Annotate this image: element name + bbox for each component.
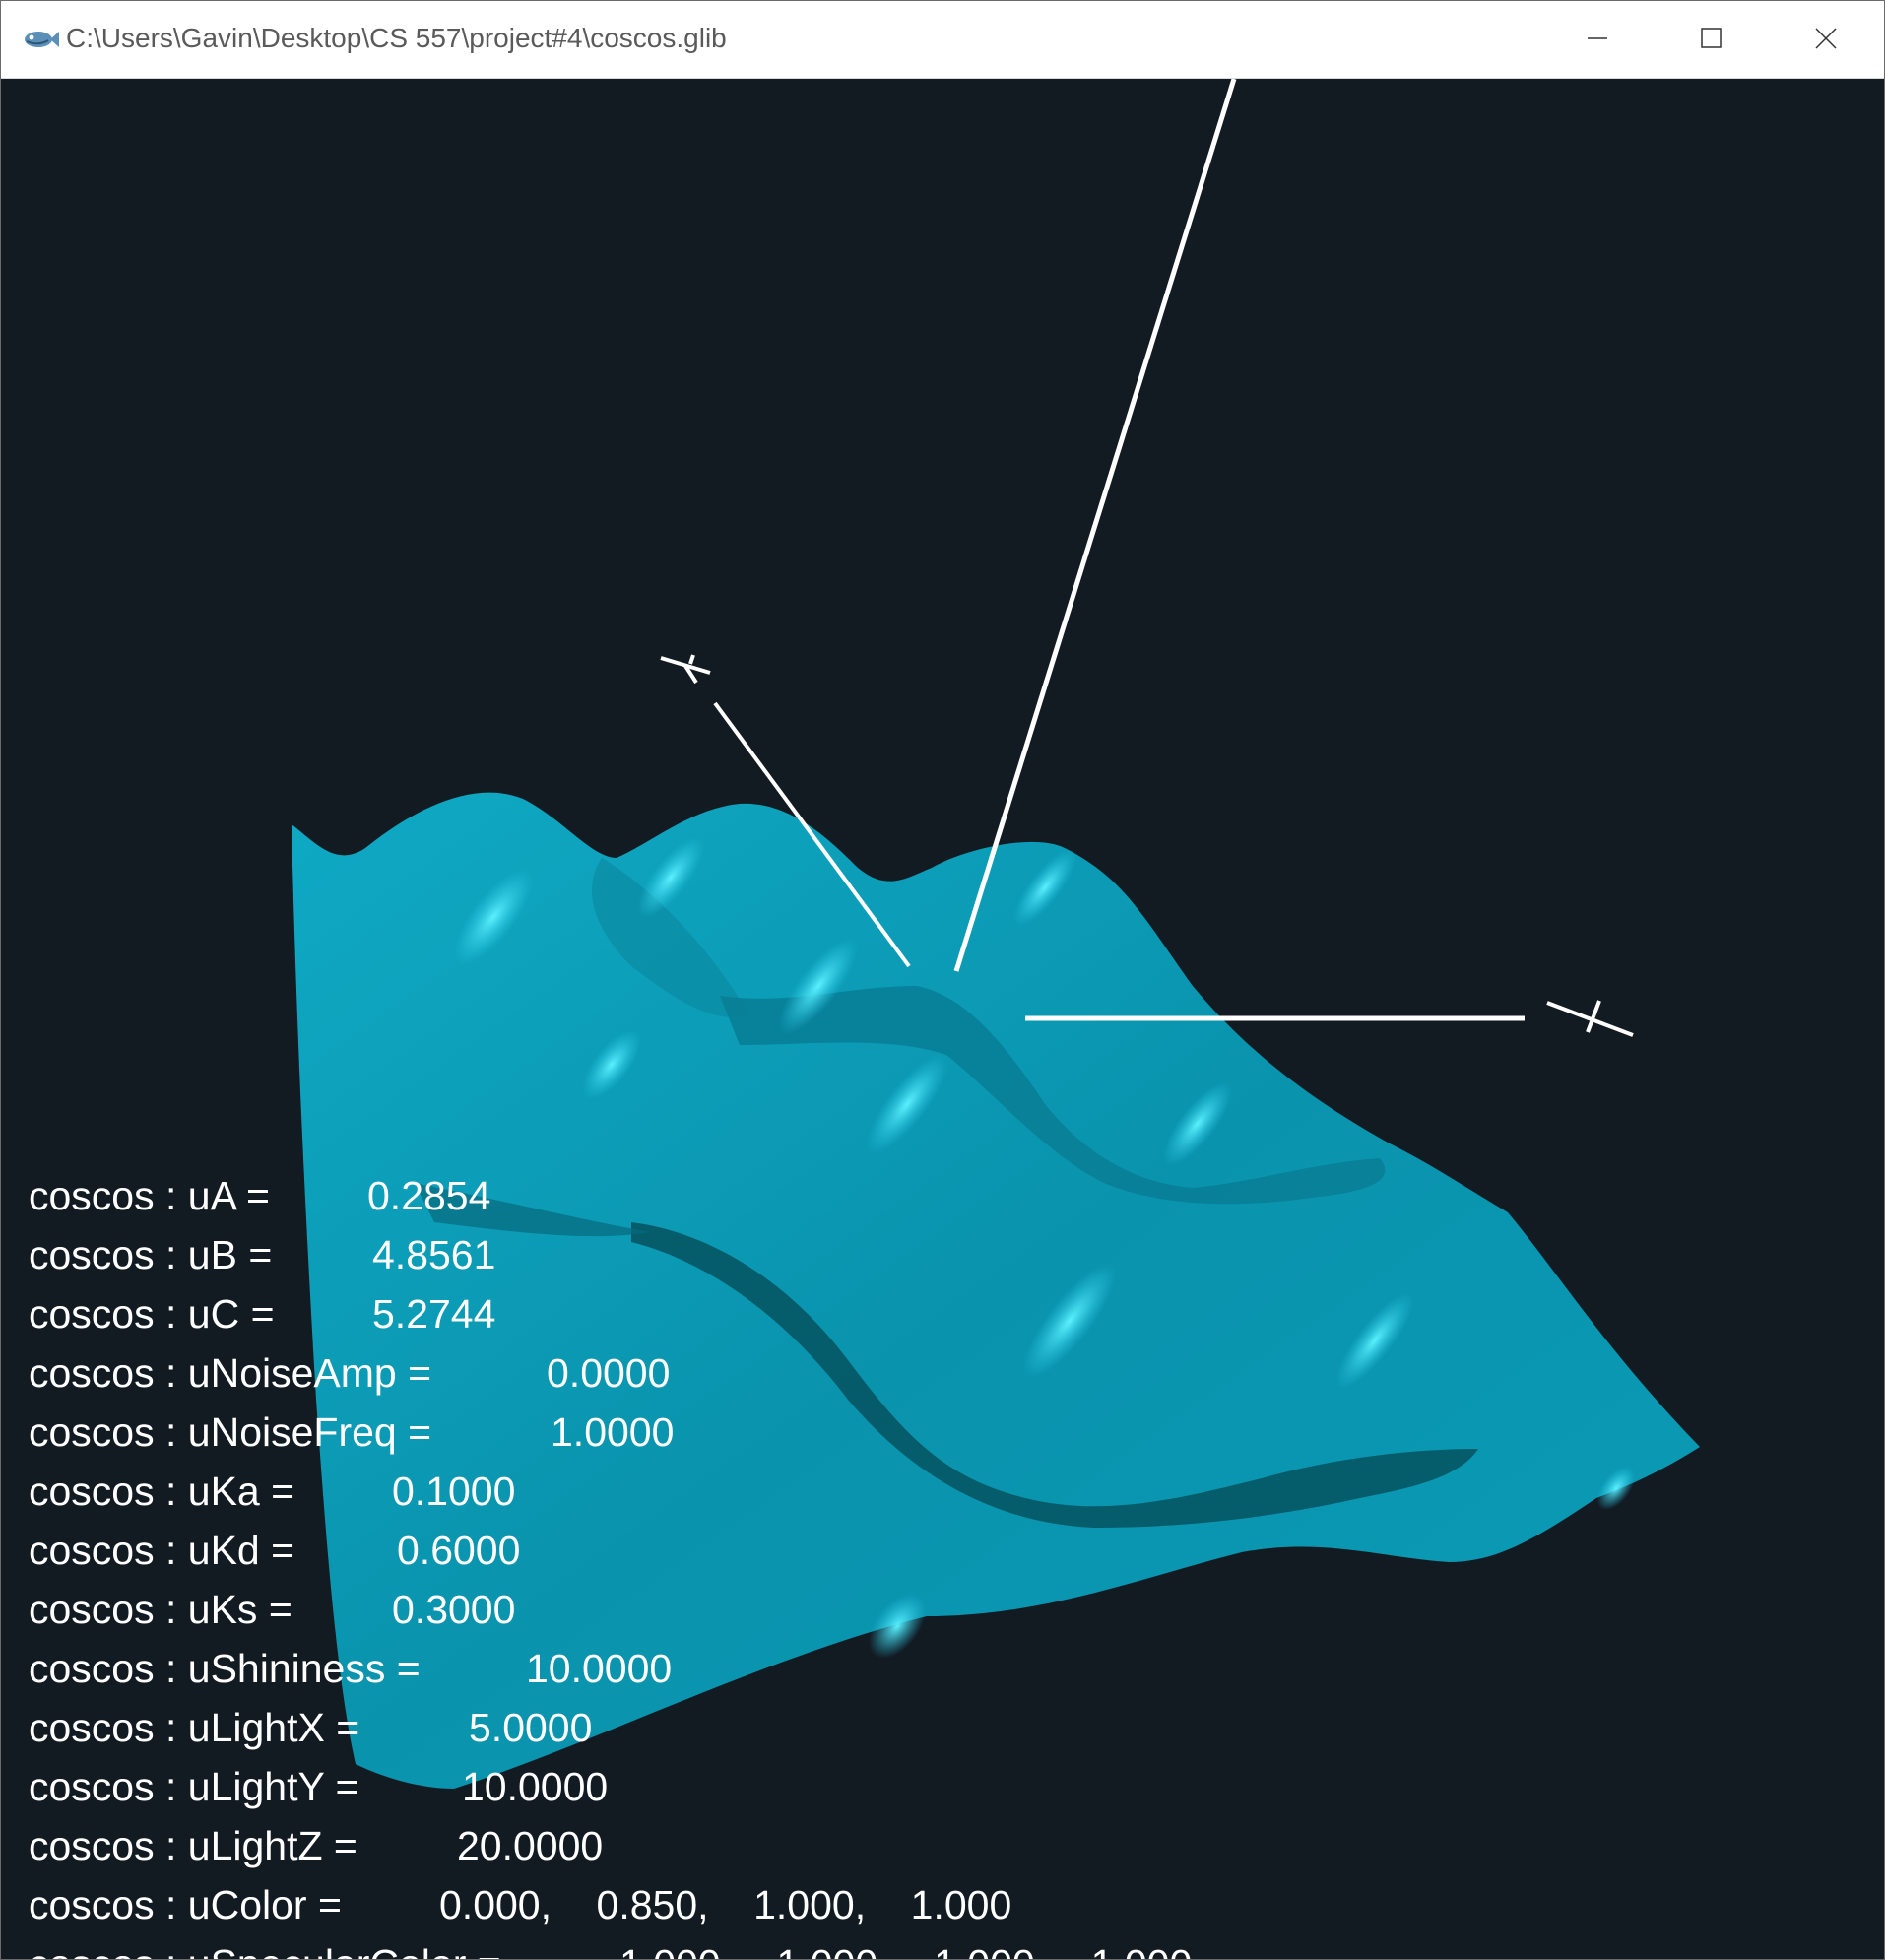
uniform-value: 10.0000: [462, 1764, 609, 1809]
uniform-label: coscos : uA =: [29, 1173, 270, 1218]
uniform-label: coscos : uC =: [29, 1291, 275, 1337]
uniform-value: 0.6000: [397, 1528, 521, 1573]
uniform-value: 1.0000: [551, 1409, 675, 1455]
z-axis: [953, 79, 1237, 972]
uniform-value: 0.1000: [392, 1469, 516, 1514]
render-viewport[interactable]: coscos : uA = 0.2854 coscos : uB = 4.8561 co…: [1, 79, 1884, 1959]
valley-dark: [631, 1222, 1478, 1528]
render-scene: [292, 79, 1700, 1789]
uniform-value: 10.0000: [526, 1646, 673, 1691]
y-axis: [713, 701, 911, 968]
maximize-button[interactable]: [1655, 1, 1769, 78]
coscos-surface: [292, 792, 1700, 1789]
x-axis-label: [1546, 1000, 1634, 1037]
minimize-button[interactable]: [1540, 1, 1655, 78]
uniform-value: 0.2854: [367, 1173, 491, 1218]
uniform-label: coscos : uKd =: [29, 1528, 295, 1573]
uniform-label: coscos : uKa =: [29, 1469, 295, 1514]
uniform-label: coscos : uLightZ =: [29, 1823, 358, 1868]
uniform-value: 4.8561: [372, 1232, 496, 1277]
uniform-value: 0.000, 0.850, 1.000, 1.000: [439, 1882, 1012, 1927]
uniform-value: 0.0000: [547, 1350, 671, 1396]
uniform-value: 5.2744: [372, 1291, 496, 1337]
valley-dark-2: [415, 1183, 651, 1237]
close-icon: [1815, 28, 1837, 49]
minimize-icon: [1588, 37, 1607, 39]
uniform-value: 5.0000: [469, 1705, 593, 1750]
uniform-value: 1.000, 1.000, 1.000, 1.000: [619, 1934, 1192, 1959]
uniform-value: 0.3000: [392, 1587, 516, 1632]
uniform-label: coscos : uLightX =: [29, 1705, 360, 1750]
uniform-value: 20.0000: [457, 1823, 604, 1868]
glman-fish-icon: [25, 32, 59, 47]
ridge-far: [592, 858, 749, 1017]
window-title: C:\Users\Gavin\Desktop\CS 557\project#4\…: [66, 23, 727, 53]
close-button[interactable]: [1769, 1, 1883, 78]
title-bar[interactable]: C:\Users\Gavin\Desktop\CS 557\project#4\…: [1, 1, 1884, 79]
uniform-label: coscos : uColor =: [29, 1882, 342, 1927]
uniform-label: coscos : uLightY =: [29, 1764, 359, 1809]
y-axis-label: [660, 654, 711, 685]
uniform-label: coscos : uNoiseFreq =: [29, 1409, 432, 1455]
uniform-label: coscos : uSpecularColor =: [29, 1934, 501, 1959]
maximize-icon: [1701, 28, 1722, 48]
uniform-label: coscos : uShininess =: [29, 1646, 421, 1691]
uniform-label: coscos : uKs =: [29, 1587, 292, 1632]
ridge-mid-shadow: [720, 986, 1386, 1205]
uniform-label: coscos : uNoiseAmp =: [29, 1350, 432, 1396]
uniform-label: coscos : uB =: [29, 1232, 273, 1277]
